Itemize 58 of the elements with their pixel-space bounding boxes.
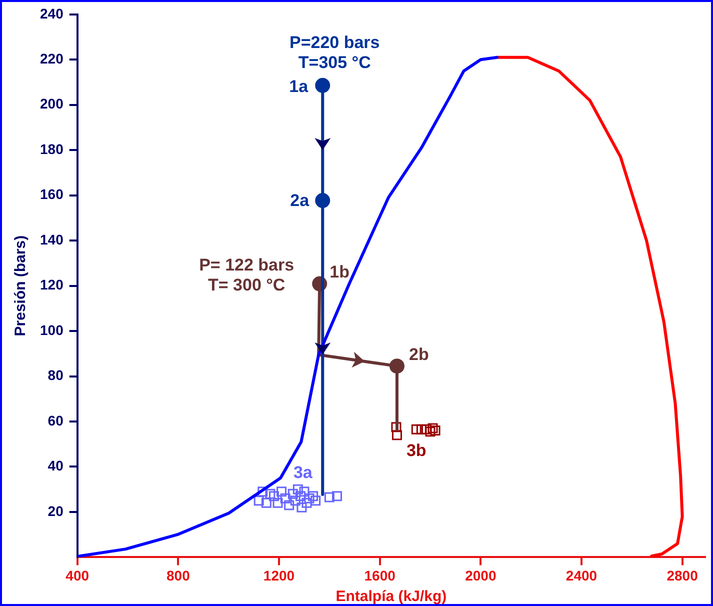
point	[430, 426, 440, 436]
point	[280, 493, 290, 504]
x-tick-label: 800	[166, 567, 190, 584]
point	[268, 491, 279, 502]
point	[392, 430, 402, 440]
point	[308, 491, 318, 502]
point	[272, 498, 283, 508]
point	[290, 496, 300, 506]
annotation: 2a	[290, 191, 310, 210]
point	[411, 424, 422, 434]
y-tick-label: 20	[48, 502, 64, 519]
y-tick-label: 140	[40, 231, 64, 248]
x-tick-label: 400	[66, 567, 90, 584]
y-tick-label: 220	[40, 50, 64, 66]
x-tick-label: 1200	[263, 567, 295, 584]
point	[296, 502, 307, 512]
x-tick-label: 1600	[364, 567, 396, 584]
point	[425, 426, 436, 437]
annotation: 2b	[409, 344, 429, 364]
point	[295, 491, 306, 502]
point	[258, 486, 268, 497]
point	[332, 491, 342, 502]
point	[254, 496, 264, 506]
point	[391, 422, 402, 432]
point	[288, 488, 298, 499]
point	[292, 484, 303, 494]
point	[324, 492, 334, 502]
x-tick-label: 2800	[666, 567, 698, 584]
annotation: 1b	[330, 262, 350, 282]
point	[261, 498, 272, 508]
point	[299, 486, 310, 497]
y-tick-label: 160	[40, 186, 64, 202]
point	[276, 486, 287, 497]
point	[284, 500, 294, 510]
point	[421, 424, 432, 434]
point	[310, 496, 321, 506]
annotation: P= 122 bars T= 300 °C	[199, 255, 294, 294]
x-tick-label: 2000	[465, 567, 496, 584]
annotation: 3a	[293, 463, 313, 482]
y-tick-label: 100	[40, 322, 64, 338]
y-tick-label: 240	[40, 5, 64, 22]
y-tick-label: 80	[48, 367, 64, 384]
annotation: 1a	[289, 77, 309, 96]
y-tick-label: 60	[48, 412, 64, 428]
y-axis-title: Presión (bars)	[12, 235, 30, 336]
y-tick-label: 40	[48, 458, 64, 474]
y-tick-label: 200	[40, 96, 64, 112]
annotation: P=220 bars T=305 °C	[289, 33, 380, 72]
point	[265, 488, 276, 499]
point	[302, 498, 312, 508]
y-tick-label: 180	[40, 140, 64, 157]
x-axis-title: Entalpía (kJ/kg)	[336, 588, 447, 606]
x-tick-label: 2400	[566, 567, 598, 584]
point	[428, 423, 438, 434]
y-tick-label: 120	[40, 276, 64, 293]
point	[416, 424, 426, 434]
point	[304, 493, 314, 504]
annotation: 3b	[406, 441, 426, 460]
